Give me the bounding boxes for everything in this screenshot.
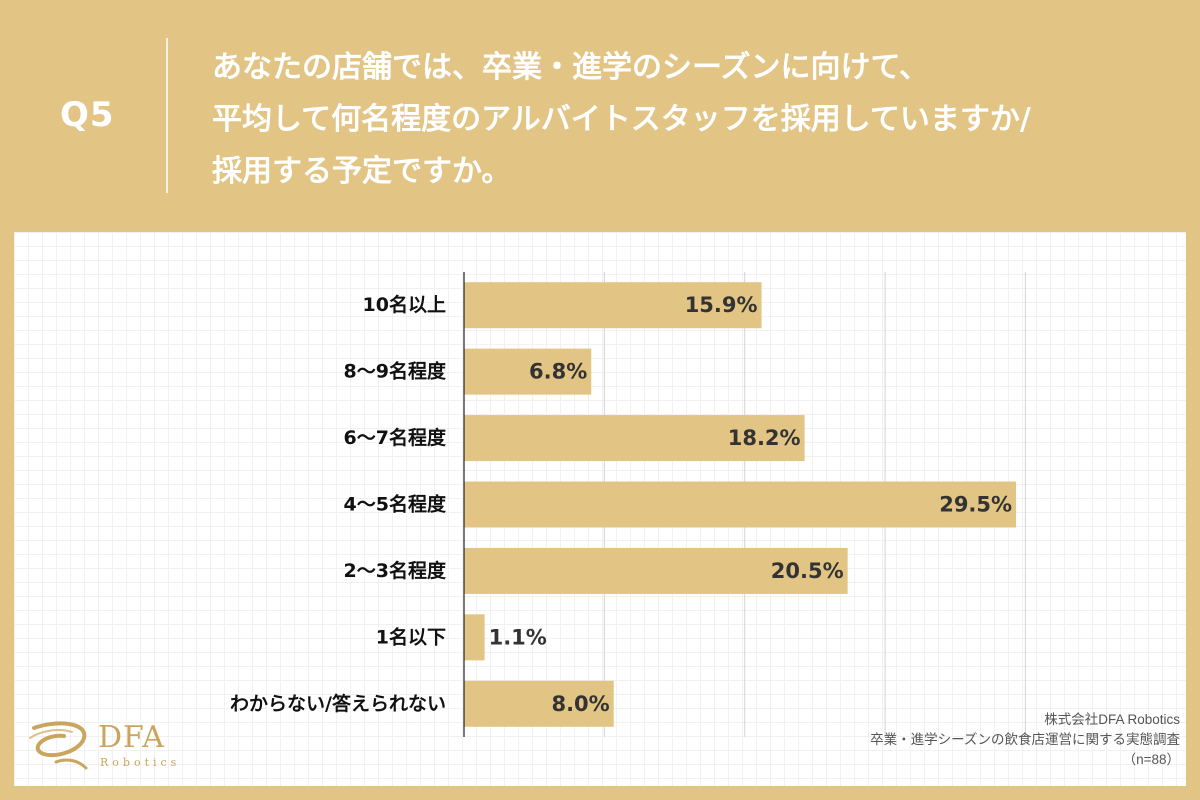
category-label: 6〜7名程度 bbox=[344, 426, 447, 449]
header-divider bbox=[166, 38, 168, 193]
category-label: 10名以上 bbox=[363, 293, 446, 316]
question-line-3: 採用する予定ですか。 bbox=[212, 154, 512, 189]
value-label: 1.1% bbox=[489, 625, 547, 649]
bar bbox=[464, 680, 614, 727]
source-survey: 卒業・進学シーズンの飲食店運営に関する実態調査 bbox=[870, 732, 1180, 747]
logo-name: DFA bbox=[98, 720, 165, 755]
bar bbox=[464, 614, 485, 661]
logo-subtitle: Robotics bbox=[100, 756, 181, 769]
source-sample-size: （n=88） bbox=[1122, 752, 1180, 767]
value-label: 6.8% bbox=[529, 360, 587, 384]
value-label: 15.9% bbox=[685, 293, 758, 317]
question-text: あなたの店舗では、卒業・進学のシーズンに向けて、 平均して何名程度のアルバイトス… bbox=[212, 42, 1182, 198]
bar bbox=[464, 481, 1017, 528]
bar bbox=[464, 547, 848, 594]
logo-swirl-icon bbox=[29, 721, 88, 770]
dfa-logo: DFA Robotics bbox=[26, 716, 186, 776]
source-note: 株式会社DFA Robotics 卒業・進学シーズンの飲食店運営に関する実態調査… bbox=[870, 710, 1180, 770]
bar bbox=[464, 348, 592, 395]
bar bbox=[464, 415, 805, 462]
question-header: Q5 あなたの店舗では、卒業・進学のシーズンに向けて、 平均して何名程度のアルバ… bbox=[0, 0, 1200, 230]
value-label: 20.5% bbox=[771, 559, 844, 583]
value-label: 8.0% bbox=[551, 692, 609, 716]
question-line-1: あなたの店舗では、卒業・進学のシーズンに向けて、 bbox=[212, 50, 929, 85]
category-label: 8〜9名程度 bbox=[344, 360, 447, 383]
category-label: 2〜3名程度 bbox=[344, 559, 447, 582]
value-label: 29.5% bbox=[939, 493, 1012, 517]
category-label: 4〜5名程度 bbox=[344, 493, 447, 516]
chart-panel: 10名以上 15.9% 8〜9名程度 6.8% 6〜7名程度 18.2% 4〜5名程度 29.… bbox=[14, 232, 1186, 786]
question-number: Q5 bbox=[60, 95, 115, 135]
question-line-2: 平均して何名程度のアルバイトスタッフを採用していますか/ bbox=[212, 102, 1031, 137]
bar-chart: 10名以上 15.9% 8〜9名程度 6.8% 6〜7名程度 18.2% 4〜5名程度 29.… bbox=[230, 272, 1026, 737]
source-company: 株式会社DFA Robotics bbox=[1044, 712, 1180, 727]
category-label: 1名以下 bbox=[376, 625, 446, 648]
bar bbox=[464, 282, 762, 329]
category-label: わからない/答えられない bbox=[230, 692, 446, 715]
value-label: 18.2% bbox=[728, 426, 801, 450]
